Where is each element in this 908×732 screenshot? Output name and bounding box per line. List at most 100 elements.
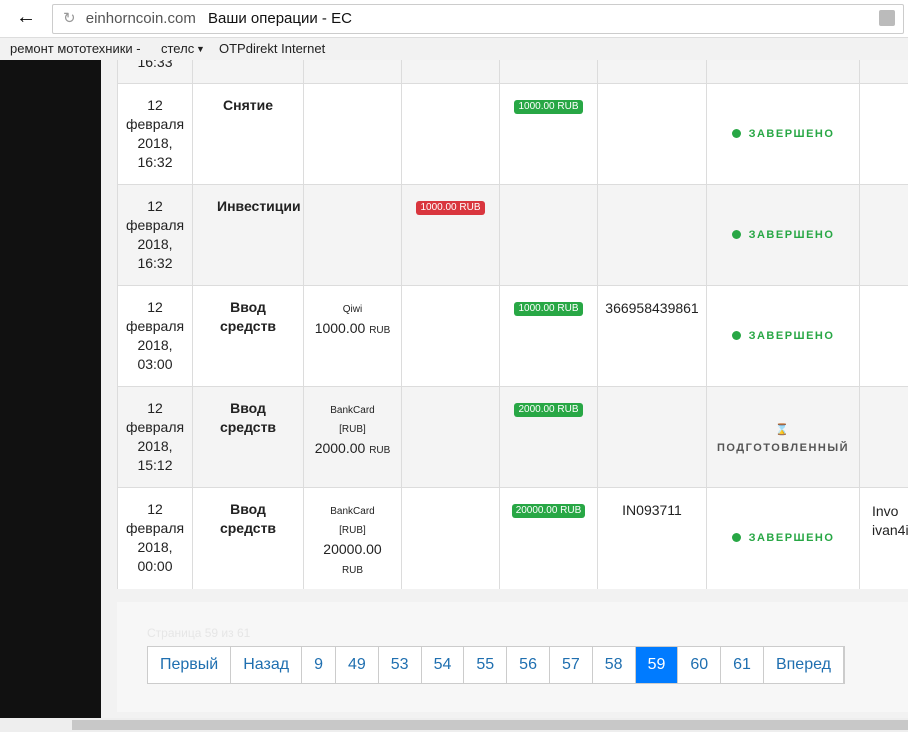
table-cell: IN093711 [597,488,706,589]
page-info: Страница 59 из 61 [147,626,251,640]
table-cell [597,84,706,185]
lock-icon [879,10,895,26]
table-cell [597,387,706,488]
status: ⌛ ПОДГОТОВЛЕННЫЙ [707,423,859,454]
status: ЗАВЕРШЕНО [707,229,859,241]
page-button[interactable]: 55 [464,647,508,683]
transaction-id: IN093711 [622,502,682,518]
page-button[interactable]: 9 [302,647,336,683]
page-button[interactable]: Назад [231,647,303,683]
page-button[interactable]: 49 [335,647,379,683]
page-button[interactable]: 58 [592,647,636,683]
toolbar: ← ↻ einhorncoin.com Ваши операции - ЕС [0,0,908,38]
table-cell: 16:33 [117,60,192,84]
status-text: ЗАВЕРШЕНО [748,330,835,342]
amount-value: 20000.00 [323,541,382,557]
table-cell [859,185,908,286]
table-cell [401,488,499,589]
bookmark[interactable]: стелс [161,41,195,56]
table-cell [401,387,499,488]
table-cell: 366958439861 [597,286,706,387]
status-text: ЗАВЕРШЕНО [748,128,835,140]
status: ЗАВЕРШЕНО [707,128,859,140]
page-button[interactable]: 54 [421,647,465,683]
table-cell: 12 февраля 2018, 16:32 [117,84,192,185]
page-button[interactable]: 60 [678,647,722,683]
page-button[interactable]: Вперед [763,647,844,683]
table-row: 12 февраля 2018, 03:00 Ввод средств Qiwi 10… [117,285,908,387]
table-cell: ЗАВЕРШЕНО [706,286,859,387]
table-cell [303,60,401,84]
method-name: BankCard [RUB] [330,506,375,536]
table-cell [192,60,303,84]
table-cell: BankCard [RUB] 2000.00 RUB [303,387,401,488]
page-button[interactable]: 53 [378,647,422,683]
address-bar[interactable]: ↻ einhorncoin.com Ваши операции - ЕС [52,4,904,34]
date: 12 февраля 2018, 16:32 [126,97,185,170]
status-icon [731,230,741,239]
bookmarks-bar: ремонт мототехники - стелс ▼ OTPdirekt I… [0,38,908,60]
table-cell [859,286,908,387]
table-cell: 12 февраля 2018, 15:12 [117,387,192,488]
currency: RUB [341,565,364,576]
scrollbar [0,718,908,732]
table-cell: ЗАВЕРШЕНО [706,84,859,185]
bookmark[interactable]: OTPdirekt Internet [219,41,326,56]
date: 12 февраля 2018, 00:00 [126,501,185,574]
table-cell: BankCard [RUB] 20000.00 RUB [303,488,401,589]
table-cell: 12 февраля 2018, 00:00 [117,488,192,589]
amount-value: 1000.00 [314,320,366,336]
status-text: ПОДГОТОВЛЕННЫЙ [716,442,850,454]
status-icon [731,533,741,542]
bookmark[interactable]: ремонт мототехники - [10,41,141,56]
table-cell: Ввод средств [192,286,303,387]
amount-value: 2000.00 [314,440,366,456]
table-cell: 20000.00 RUB [499,488,597,589]
note-line: Invo [872,503,899,519]
table-cell [859,387,908,488]
dropdown-arrow: ▼ [196,44,205,54]
transaction-id: 366958439861 [605,300,699,316]
pagination: Первый Назад 9 49 53 54 55 56 57 58 59 60 61 Вперед [147,646,845,684]
method-name: Qiwi [342,304,363,315]
table-cell: 1000.00 RUB [499,286,597,387]
method: BankCard [RUB] 20000.00 RUB [304,488,401,580]
status-icon [731,129,741,138]
table-cell: ⌛ ПОДГОТОВЛЕННЫЙ [706,387,859,488]
amount: 1000.00 RUB [312,319,394,340]
back-button[interactable]: ← [16,6,36,28]
credit-badge: 1000.00 RUB [514,302,583,316]
type: Ввод средств [219,501,277,536]
table-cell [401,286,499,387]
table-cell: 1000.00 RUB [401,185,499,286]
amount: 20000.00 RUB [312,540,394,580]
credit-badge: 1000.00 RUB [514,100,583,114]
date: 16:33 [137,60,173,70]
reload-icon: ↻ [63,10,76,27]
method: Qiwi 1000.00 RUB [304,286,401,340]
content: 16:33 12 февраля 2018, 16:32 Снятие 1000.00… [101,60,908,718]
type: Ввод средств [219,400,277,435]
table-cell: Инвестиции [192,185,303,286]
credit-badge: 2000.00 RUB [514,403,583,417]
type: Снятие [223,97,273,113]
table-row: 12 февраля 2018, 16:32 Инвестиции 1000.00 … [117,184,908,286]
table-cell: Invo ivan4ik [859,488,908,589]
scroll-thumb[interactable] [72,720,908,730]
page-button[interactable]: 61 [721,647,764,683]
domain: einhorncoin.com [85,10,196,27]
page-button[interactable]: Первый [148,647,232,683]
table-cell [597,60,706,84]
page-button[interactable]: 56 [507,647,550,683]
page-button[interactable]: 59 [635,647,679,683]
table-cell: 2000.00 RUB [499,387,597,488]
table-row: 16:33 [117,60,908,84]
table-cell [401,84,499,185]
page-button[interactable]: 57 [549,647,593,683]
table-cell [401,60,499,84]
date: 12 февраля 2018, 16:32 [126,198,185,271]
table-cell: 12 февраля 2018, 16:32 [117,185,192,286]
table-cell: ЗАВЕРШЕНО [706,488,859,589]
status-text: ЗАВЕРШЕНО [748,532,835,544]
